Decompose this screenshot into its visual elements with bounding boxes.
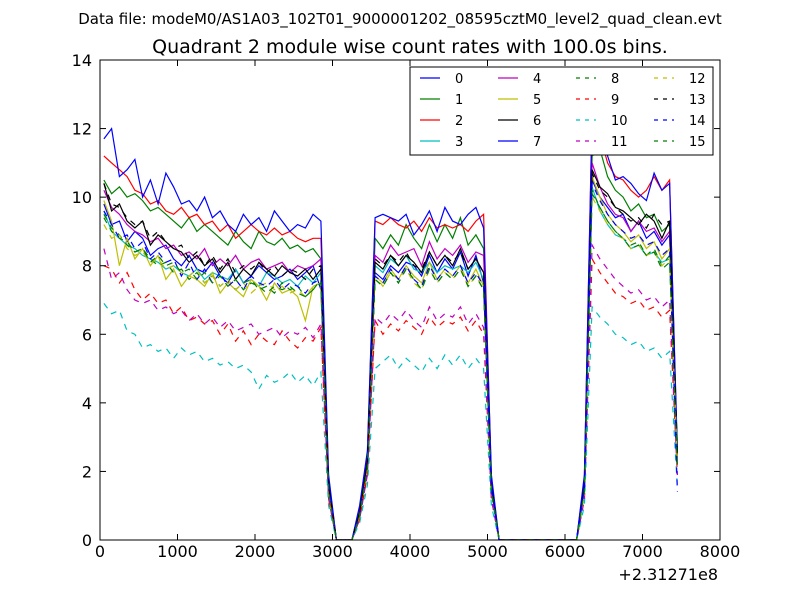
plot-area (103, 111, 678, 540)
legend-label-4: 4 (533, 72, 541, 87)
x-tick-label: 4000 (390, 542, 431, 561)
series-line-11 (103, 242, 678, 540)
legend-label-6: 6 (533, 114, 541, 129)
legend-label-8: 8 (611, 72, 619, 87)
chart-title: Quadrant 2 module wise count rates with … (152, 36, 668, 58)
legend-label-0: 0 (455, 72, 463, 87)
x-tick-label: 5000 (467, 542, 508, 561)
series-line-7 (103, 116, 678, 540)
y-tick-label: 2 (82, 462, 92, 481)
axis-ticks: 0 1000 2000 3000 4000 5000 6000 7000 80000246810… (72, 51, 741, 561)
legend-label-11: 11 (611, 135, 628, 150)
y-tick-label: 0 (82, 531, 92, 550)
legend-label-3: 3 (455, 135, 463, 150)
legend-label-13: 13 (689, 93, 706, 108)
x-tick-label: 8000 (700, 542, 741, 561)
x-tick-label: 7000 (622, 542, 663, 561)
series-line-14 (103, 183, 678, 540)
series-line-15 (103, 191, 678, 540)
legend-label-10: 10 (611, 114, 628, 129)
y-tick-label: 12 (72, 120, 92, 139)
series-line-6 (103, 169, 678, 540)
y-tick-label: 4 (82, 394, 92, 413)
x-tick-label: 1000 (157, 542, 198, 561)
x-tick-label: 0 (95, 542, 105, 561)
legend-label-2: 2 (455, 114, 463, 129)
y-tick-label: 14 (72, 51, 92, 70)
legend-box (409, 66, 714, 156)
y-tick-label: 6 (82, 325, 92, 344)
y-tick-label: 8 (82, 257, 92, 276)
legend-label-9: 9 (611, 93, 619, 108)
series-line-9 (103, 256, 678, 540)
x-tick-label: 2000 (235, 542, 276, 561)
data-file-label: Data file: modeM0/AS1A03_102T01_90000012… (78, 10, 722, 29)
legend-label-7: 7 (533, 135, 541, 150)
legend-label-12: 12 (689, 72, 706, 87)
y-tick-label: 10 (72, 188, 92, 207)
legend-label-5: 5 (533, 93, 541, 108)
legend-label-1: 1 (455, 93, 463, 108)
x-tick-label: 3000 (312, 542, 353, 561)
x-tick-label: 6000 (545, 542, 586, 561)
series-line-12 (103, 194, 678, 540)
legend-label-15: 15 (689, 135, 706, 150)
legend-label-14: 14 (689, 114, 706, 129)
x-offset-label: +2.31271e8 (618, 565, 718, 584)
series-line-10 (103, 303, 678, 540)
